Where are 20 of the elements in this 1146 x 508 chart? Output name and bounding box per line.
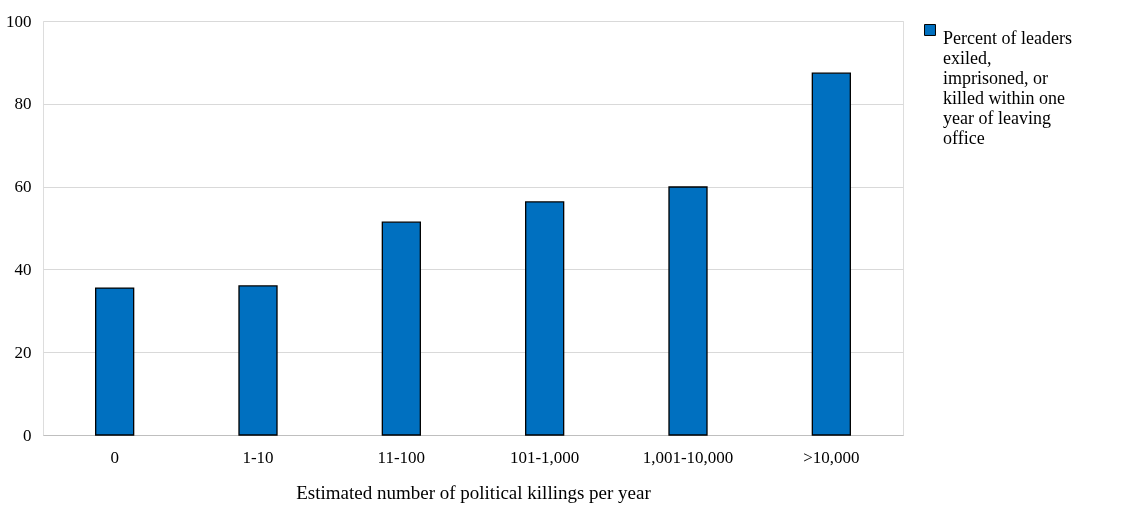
x-tick-label: 0 bbox=[110, 447, 119, 467]
legend-label: Percent of leaders exiled, imprisoned, or killed within one year of leaving office bbox=[943, 28, 1072, 148]
y-tick-label: 80 bbox=[14, 94, 32, 114]
x-tick-label: 11-100 bbox=[377, 447, 426, 467]
bar bbox=[668, 186, 708, 436]
x-tick-label: 101-1,000 bbox=[509, 447, 580, 467]
y-tick-label: 20 bbox=[14, 342, 32, 362]
bar bbox=[811, 72, 851, 436]
bar bbox=[381, 221, 421, 436]
x-tick-label: >10,000 bbox=[803, 447, 860, 467]
x-tick-label: 1,001-10,000 bbox=[642, 447, 734, 467]
y-tick-label: 100 bbox=[6, 11, 32, 31]
x-tick-label: 1-10 bbox=[242, 447, 274, 467]
y-tick-label: 0 bbox=[23, 425, 32, 445]
y-tick-label: 40 bbox=[14, 259, 32, 279]
bar bbox=[525, 201, 565, 436]
bar bbox=[95, 287, 135, 436]
y-tick-label: 60 bbox=[14, 177, 32, 197]
x-axis-title: Estimated number of political killings per year bbox=[296, 481, 652, 503]
bar bbox=[238, 285, 278, 436]
